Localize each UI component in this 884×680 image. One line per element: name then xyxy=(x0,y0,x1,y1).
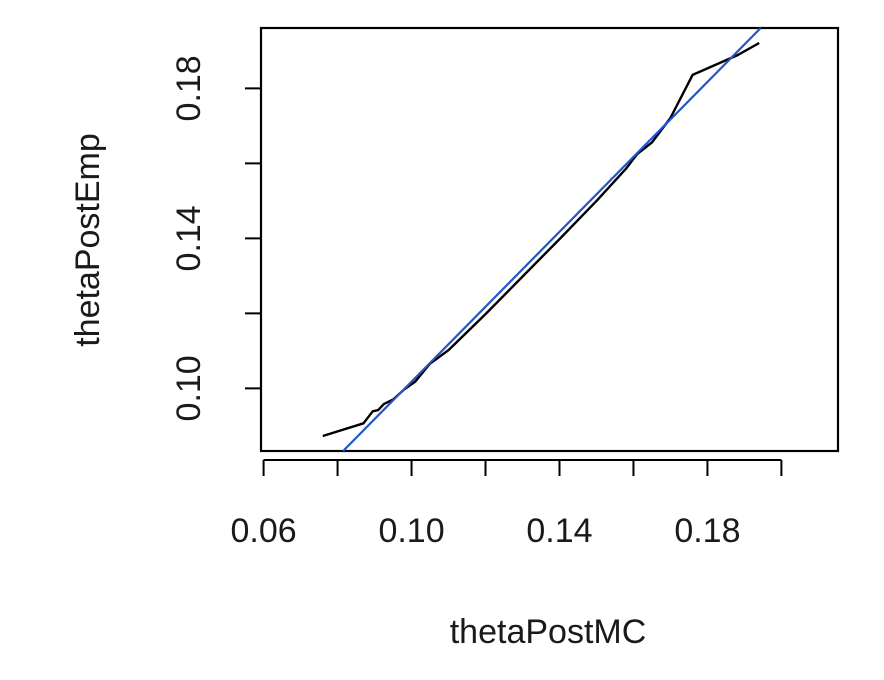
x-axis-title: thetaPostMC xyxy=(450,613,647,651)
y-tick-label: 0.18 xyxy=(170,55,208,121)
y-axis-title: thetaPostEmp xyxy=(69,133,107,347)
x-tick-label: 0.18 xyxy=(674,512,740,550)
x-tick-label: 0.10 xyxy=(378,512,444,550)
plot-frame xyxy=(259,26,840,453)
y-tick-label: 0.10 xyxy=(170,355,208,421)
qq-series-line xyxy=(322,41,760,438)
x-tick-label: 0.14 xyxy=(526,512,592,550)
y-tick-label: 0.14 xyxy=(170,205,208,271)
reference-line xyxy=(342,27,762,452)
x-tick-label: 0.06 xyxy=(230,512,296,550)
